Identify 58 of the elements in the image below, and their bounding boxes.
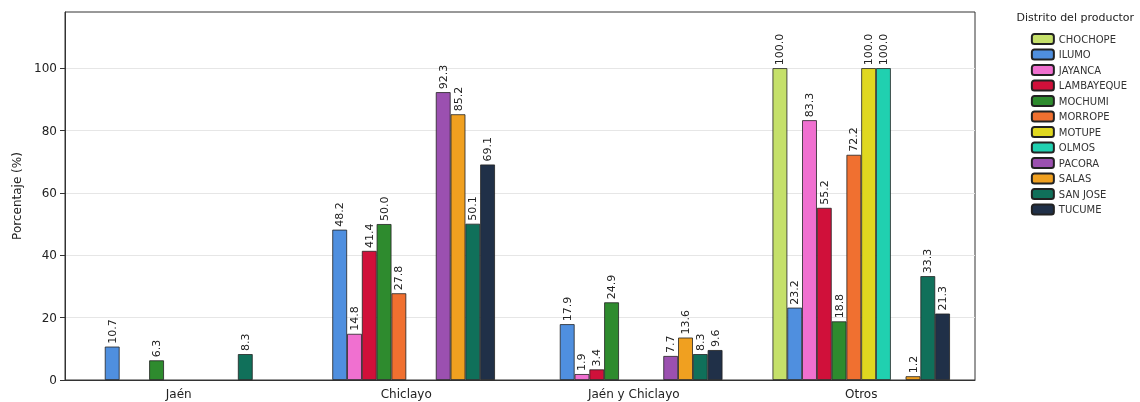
legend-label: LAMBAYEQUE [1058, 80, 1128, 91]
legend-label: MORROPE [1058, 111, 1110, 122]
y-tick-label: 80 [41, 123, 57, 138]
data-label: 9.6 [708, 329, 722, 348]
data-label: 14.8 [347, 306, 361, 331]
x-tick-label: Otros [845, 387, 878, 401]
data-label: 17.9 [560, 296, 574, 322]
bar [149, 360, 164, 380]
data-label: 50.0 [377, 196, 391, 222]
data-label: 100.0 [773, 33, 787, 66]
data-label: 72.2 [847, 127, 861, 152]
data-label: 33.3 [921, 248, 935, 274]
data-label: 6.3 [150, 339, 164, 358]
legend-label: SAN JOSE [1058, 188, 1107, 200]
data-label: 8.3 [693, 333, 707, 352]
data-label: 48.2 [333, 202, 347, 227]
y-tick-label: 100 [34, 61, 57, 76]
legend-label: CHOCHOPE [1058, 33, 1116, 45]
data-label: 1.9 [575, 353, 589, 372]
legend-label: JAYANCA [1057, 64, 1102, 76]
data-label: 8.3 [238, 333, 252, 352]
data-label: 85.2 [451, 86, 465, 112]
data-label: 1.2 [906, 355, 920, 374]
data-label: 83.3 [802, 92, 816, 118]
data-label: 100.0 [876, 33, 890, 66]
x-tick-label: Jaén y Chiclayo [586, 387, 680, 401]
legend-label: ILUMO [1058, 49, 1091, 60]
bar [104, 346, 120, 380]
data-label: 3.4 [590, 348, 604, 367]
data-label: 27.8 [392, 265, 406, 291]
data-label: 92.3 [436, 64, 450, 90]
data-label: 100.0 [862, 33, 876, 66]
data-label: 21.3 [936, 286, 950, 311]
bar [237, 354, 253, 380]
data-label: 7.7 [664, 335, 678, 353]
legend-label: PACORA [1058, 157, 1100, 169]
data-label: 24.9 [605, 274, 619, 300]
y-tick-label: 20 [41, 310, 57, 325]
data-label: 55.2 [817, 180, 831, 205]
legend-label: OLMOS [1058, 142, 1096, 153]
data-label: 18.8 [832, 293, 846, 319]
data-label: 23.2 [788, 280, 802, 305]
y-axis-title: Porcentaje (%) [10, 152, 25, 240]
data-label: 10.7 [105, 319, 119, 344]
data-label: 13.6 [679, 310, 693, 335]
y-tick-label: 0 [49, 373, 57, 387]
legend-label: TUCUME [1057, 204, 1102, 215]
x-tick-label: Chiclayo [380, 387, 432, 401]
legend-title: Distrito del productor [1016, 11, 1135, 24]
data-label: 69.1 [481, 137, 495, 162]
data-label: 50.1 [466, 196, 480, 221]
legend-label: MOTUPE [1058, 126, 1102, 138]
data-label: 41.4 [362, 223, 376, 248]
y-tick-label: 60 [41, 185, 57, 200]
y-tick-label: 40 [41, 248, 57, 263]
legend-label: SALAS [1058, 173, 1092, 184]
x-tick-label: Jaén [164, 387, 192, 401]
legend-label: MOCHUMI [1058, 95, 1109, 107]
